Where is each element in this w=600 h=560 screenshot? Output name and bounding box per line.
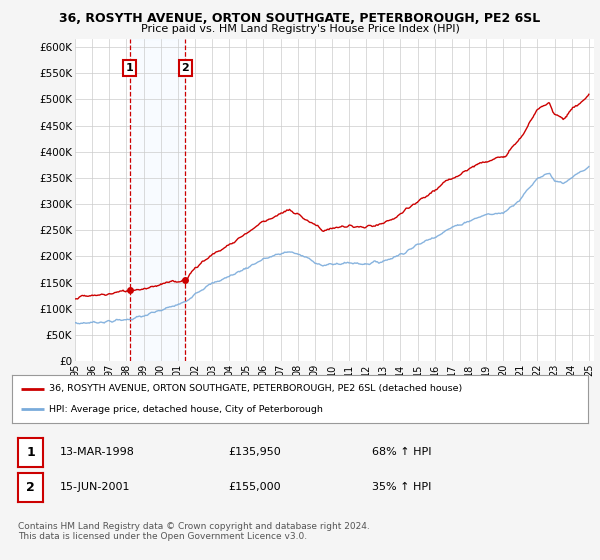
Text: 35% ↑ HPI: 35% ↑ HPI xyxy=(372,482,431,492)
Text: Contains HM Land Registry data © Crown copyright and database right 2024.
This d: Contains HM Land Registry data © Crown c… xyxy=(18,522,370,542)
Text: 15-JUN-2001: 15-JUN-2001 xyxy=(60,482,131,492)
Text: 2: 2 xyxy=(26,480,35,494)
Text: 2: 2 xyxy=(182,63,190,73)
Text: £135,950: £135,950 xyxy=(228,447,281,458)
Text: 36, ROSYTH AVENUE, ORTON SOUTHGATE, PETERBOROUGH, PE2 6SL: 36, ROSYTH AVENUE, ORTON SOUTHGATE, PETE… xyxy=(59,12,541,25)
Text: 68% ↑ HPI: 68% ↑ HPI xyxy=(372,447,431,458)
Text: HPI: Average price, detached house, City of Peterborough: HPI: Average price, detached house, City… xyxy=(49,405,323,414)
Bar xyxy=(130,39,185,361)
Text: £155,000: £155,000 xyxy=(228,482,281,492)
Text: Price paid vs. HM Land Registry's House Price Index (HPI): Price paid vs. HM Land Registry's House … xyxy=(140,24,460,34)
Text: 13-MAR-1998: 13-MAR-1998 xyxy=(60,447,135,458)
Text: 36, ROSYTH AVENUE, ORTON SOUTHGATE, PETERBOROUGH, PE2 6SL (detached house): 36, ROSYTH AVENUE, ORTON SOUTHGATE, PETE… xyxy=(49,384,463,393)
Text: 1: 1 xyxy=(126,63,134,73)
Text: 1: 1 xyxy=(26,446,35,459)
